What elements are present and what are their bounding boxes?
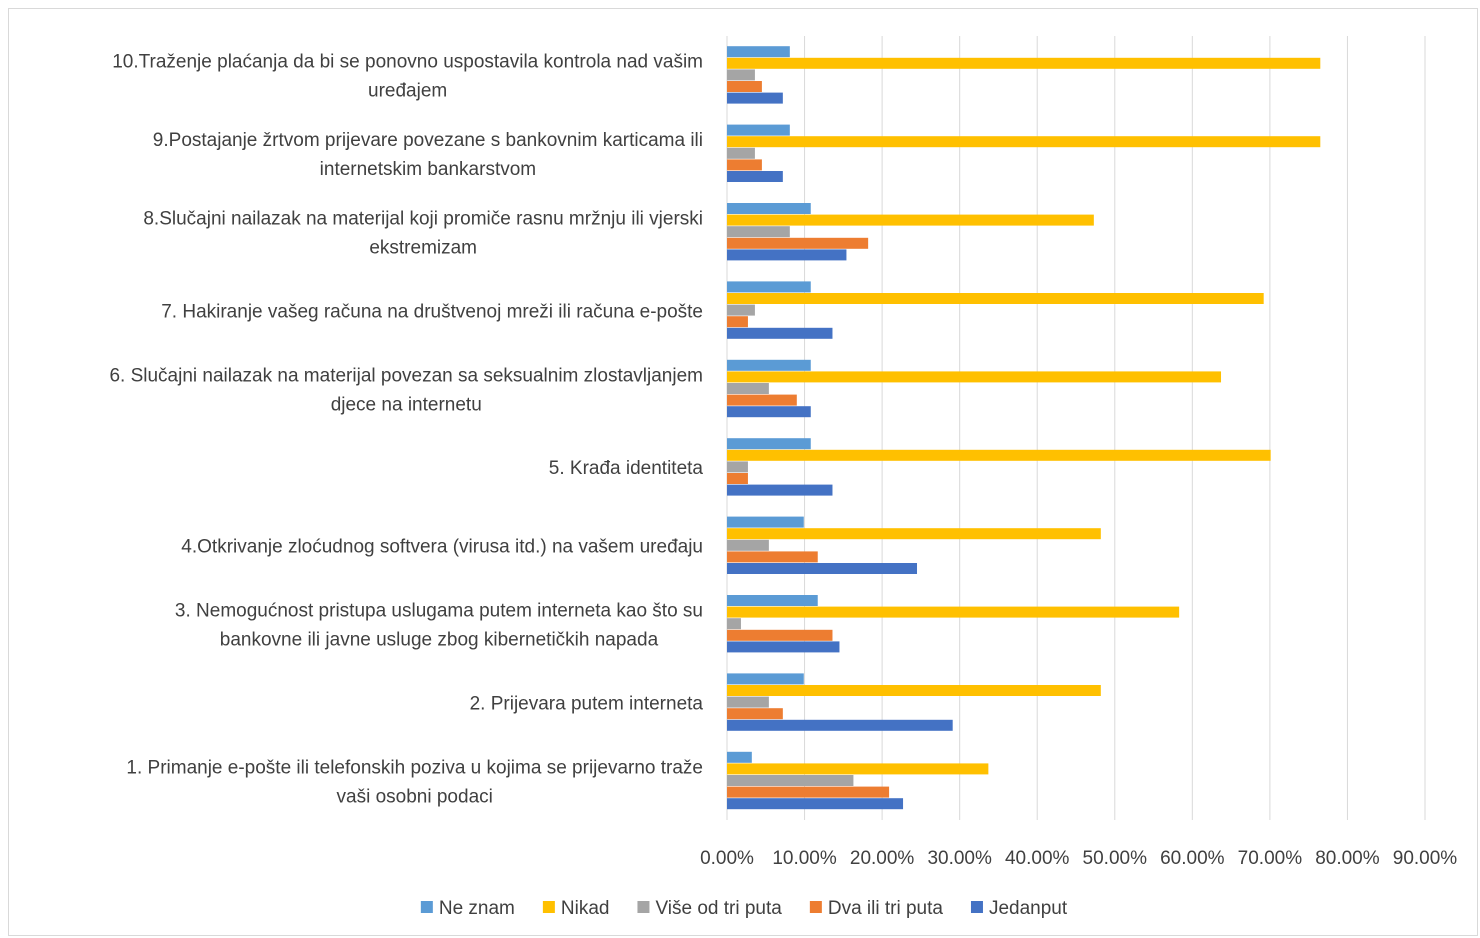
legend: Ne znam Nikad Više od tri puta Dva ili tri …	[420, 898, 1068, 919]
bar	[727, 281, 811, 293]
legend-swatch	[637, 901, 650, 913]
x-tick-label: 30.00%	[927, 848, 992, 869]
legend-label: Ne znam	[439, 898, 515, 919]
x-tick-label: 60.00%	[1160, 848, 1225, 869]
legend-swatch	[420, 901, 433, 913]
category-label: bankovne ili javne usluge zbog kiberneti…	[220, 630, 659, 651]
bar	[727, 484, 833, 496]
legend-label: Jedanput	[989, 898, 1068, 919]
category-label: 6. Slučajni nailazak na materijal poveza…	[109, 365, 703, 386]
bars	[727, 46, 1321, 810]
x-tick-label: 10.00%	[772, 848, 837, 869]
bar	[727, 685, 1101, 696]
category-label: 8.Slučajni nailazak na materijal koji pr…	[143, 209, 703, 230]
bar	[727, 214, 1094, 226]
bar	[727, 719, 953, 731]
category-label: internetskim bankarstvom	[320, 159, 536, 180]
legend-label: Dva ili tri puta	[828, 898, 944, 919]
x-tick-label: 20.00%	[850, 848, 915, 869]
bar	[727, 595, 818, 606]
bar	[727, 629, 833, 641]
bar	[727, 69, 755, 81]
bar	[727, 798, 904, 810]
bar	[727, 316, 748, 328]
legend-label: Više od tri puta	[655, 898, 782, 919]
category-label: 9.Postajanje žrtvom prijevare povezane s…	[153, 130, 703, 151]
bar	[727, 359, 811, 371]
category-labels: 10.Traženje plaćanja da bi se ponovno us…	[109, 52, 703, 808]
bar	[727, 696, 769, 708]
category-label: 5. Krađa identiteta	[549, 458, 704, 479]
category-label: 10.Traženje plaćanja da bi se ponovno us…	[112, 52, 703, 73]
bar	[727, 136, 1321, 148]
x-tick-label: 0.00%	[700, 848, 754, 869]
bar	[727, 516, 804, 528]
bar	[727, 46, 790, 58]
bar	[727, 226, 790, 238]
category-label: 1. Primanje e-pošte ili telefonskih pozi…	[126, 757, 703, 778]
x-tick-label: 40.00%	[1005, 848, 1070, 869]
category-label: vaši osobni podaci	[337, 786, 493, 807]
bar	[727, 763, 989, 775]
bar	[727, 383, 769, 394]
bar	[727, 237, 869, 249]
gridlines	[726, 36, 1426, 820]
x-tick-label: 80.00%	[1315, 848, 1380, 869]
bar	[727, 708, 783, 720]
bar	[727, 124, 790, 136]
category-label: 3. Nemogućnost pristupa uslugama putem i…	[175, 601, 703, 622]
legend-swatch	[542, 901, 555, 913]
legend-swatch	[970, 901, 983, 913]
bar	[727, 461, 748, 473]
bar	[727, 147, 755, 159]
category-label: djece na internetu	[331, 394, 482, 415]
x-axis-ticks: 0.00% 10.00% 20.00% 30.00% 40.00% 50.00% 60.00…	[700, 848, 1457, 869]
bar	[727, 406, 811, 418]
bar	[727, 449, 1271, 461]
legend-label: Nikad	[561, 898, 610, 919]
bar	[727, 528, 1101, 540]
bar	[727, 304, 755, 316]
bar	[727, 57, 1321, 69]
bar	[727, 327, 833, 339]
category-label: ekstremizam	[369, 238, 477, 259]
bar	[727, 751, 752, 763]
bar	[727, 92, 783, 104]
bar	[727, 563, 918, 574]
category-label: uređajem	[368, 81, 447, 102]
category-label: 4.Otkrivanje zloćudnog softvera (virusa …	[181, 537, 703, 558]
legend-swatch	[809, 901, 822, 913]
bar	[727, 775, 854, 786]
bar	[727, 786, 890, 798]
bar	[727, 438, 811, 450]
bar	[727, 618, 741, 630]
bar	[727, 394, 797, 406]
category-label: 2. Prijevara putem interneta	[470, 693, 704, 714]
bar	[727, 539, 769, 551]
bar	[727, 606, 1180, 618]
bar	[727, 159, 762, 171]
bar	[727, 249, 847, 261]
bar	[727, 551, 818, 563]
bar	[727, 371, 1222, 383]
bar	[727, 641, 840, 653]
bar	[727, 673, 804, 685]
x-tick-label: 50.00%	[1083, 848, 1148, 869]
category-label: 7. Hakiranje vašeg računa na društvenoj …	[161, 301, 703, 322]
bar	[727, 81, 762, 92]
bar	[727, 203, 811, 214]
x-tick-label: 70.00%	[1238, 848, 1303, 869]
bar	[727, 171, 783, 182]
bar	[727, 473, 748, 484]
x-tick-label: 90.00%	[1393, 848, 1458, 869]
bar	[727, 293, 1264, 304]
